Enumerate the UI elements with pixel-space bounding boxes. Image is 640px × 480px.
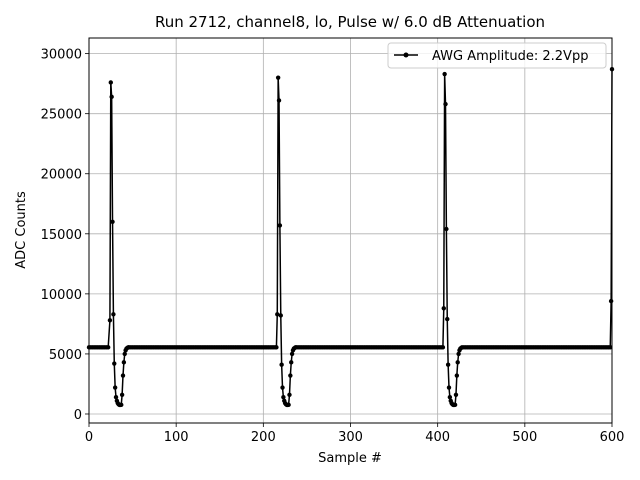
x-tick-label: 100 [164,430,189,445]
data-point [113,394,119,400]
y-tick-label: 25000 [41,108,82,123]
data-point [287,392,292,397]
data-point [109,94,114,100]
legend: AWG Amplitude: 2.2Vpp [387,42,607,69]
x-tick-label: 300 [338,430,363,445]
data-point [120,373,126,378]
x-tick-label: 400 [425,430,450,445]
data-point [278,313,283,318]
data-point [289,360,294,365]
data-point [112,361,117,366]
x-axis-ticks: 0 100 200 300 400 500 600 [85,423,625,445]
data-point [440,345,446,350]
x-tick-label: 0 [85,430,93,445]
data-point [122,351,127,357]
data-point [445,362,451,367]
y-axis-ticks: 0 5000 10000 15000 20000 25000 30000 [41,48,89,423]
data-point [447,394,453,400]
data-point [119,402,124,408]
data-point [274,345,279,350]
data-point [277,223,283,228]
data-point [279,362,284,367]
data-point [455,360,460,365]
data-point [107,318,113,323]
data-point [275,312,280,317]
y-tick-label: 5000 [49,348,82,363]
data-point [456,351,461,357]
y-tick-label: 0 [74,408,82,423]
data-point [441,306,446,311]
data-point [276,98,282,103]
data-point [445,316,450,322]
data-point [105,345,111,350]
data-point [288,373,293,378]
y-tick-label: 20000 [41,168,82,183]
data-point [442,71,447,77]
data-point [281,394,286,400]
y-axis-label: ADC Counts [14,191,29,269]
data-point [111,312,116,317]
data-point [280,385,285,390]
data-point [119,392,125,397]
x-tick-label: 200 [251,430,276,445]
data-point [608,345,613,350]
data-point [112,385,118,390]
series-layer [86,67,615,408]
data-point [110,219,115,224]
chart-title: Run 2712, channel8, lo, Pulse w/ 6.0 dB … [155,13,545,31]
x-tick-label: 500 [512,430,537,445]
data-point [121,360,127,365]
data-point [443,101,448,107]
data-point [275,75,281,80]
data-point [608,298,614,304]
y-tick-label: 10000 [41,288,82,303]
data-point [446,385,452,390]
x-tick-label: 600 [600,430,625,445]
data-point [452,402,458,408]
y-tick-label: 30000 [41,48,82,63]
data-point [108,80,113,85]
x-axis-label: Sample # [318,451,382,466]
data-point [289,351,295,357]
data-point [286,402,291,408]
legend-entry-label: AWG Amplitude: 2.2Vpp [432,49,588,64]
y-tick-label: 15000 [41,228,82,243]
data-point [444,226,449,232]
legend-marker-sample [403,52,409,58]
legend-box [387,42,607,69]
data-point [453,392,459,397]
data-point [454,373,460,378]
